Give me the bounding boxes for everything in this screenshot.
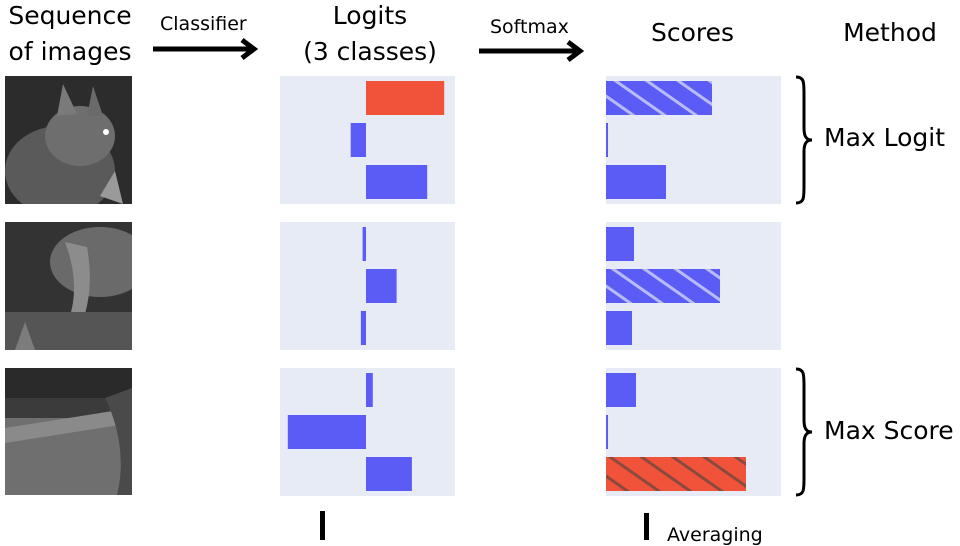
images-header-line1: Sequence	[8, 1, 132, 30]
method-header: Method	[843, 18, 937, 47]
frame-image-1	[5, 76, 132, 204]
logit-bar-class-3	[366, 457, 412, 491]
logit-bar-class-1	[362, 227, 366, 261]
frame-image-3	[5, 368, 132, 495]
softmax-arrow	[479, 40, 585, 62]
score-bar-class-1	[606, 81, 712, 115]
scores-chart-1	[606, 81, 712, 199]
logits-chart-1	[350, 81, 445, 199]
logit-bar-class-1	[366, 81, 445, 115]
classifier-label: Classifier	[160, 13, 247, 35]
logits-header-line2: (3 classes)	[303, 37, 437, 66]
scores-panel-1	[606, 76, 781, 204]
logits-chart-3	[287, 373, 412, 491]
score-bar-class-1	[606, 227, 634, 261]
max-logit-brace	[795, 75, 813, 205]
score-bar-class-3	[606, 457, 746, 491]
logits-header: Logits (3 classes)	[285, 0, 455, 70]
logits-chart-2	[360, 227, 397, 345]
score-bar-class-1	[606, 373, 636, 407]
images-header: Sequence of images	[0, 0, 140, 70]
logits-panel-1	[280, 76, 455, 204]
logit-bar-class-1	[366, 373, 373, 407]
score-bar-class-2	[606, 269, 720, 303]
logit-bar-class-3	[360, 311, 366, 345]
scores-chart-3	[606, 373, 746, 491]
scores-panel-2	[606, 222, 781, 350]
images-header-line2: of images	[8, 37, 132, 66]
score-bar-class-2	[606, 415, 608, 449]
scores-down-arrow-shaft	[644, 513, 649, 540]
averaging-label: Averaging	[667, 524, 763, 546]
logits-panel-2	[280, 222, 455, 350]
method-max-score: Max Score	[824, 416, 954, 445]
score-bar-class-3	[606, 311, 632, 345]
score-bar-class-3	[606, 165, 666, 199]
logit-bar-class-3	[366, 165, 428, 199]
scores-chart-2	[606, 227, 720, 345]
logits-down-arrow-shaft	[320, 511, 325, 540]
max-score-brace	[795, 367, 813, 497]
score-bar-class-2	[606, 123, 608, 157]
scores-panel-3	[606, 368, 781, 496]
logit-bar-class-2	[366, 269, 397, 303]
method-max-logit: Max Logit	[824, 123, 946, 152]
logits-header-line1: Logits	[332, 1, 408, 30]
logits-panel-3	[280, 368, 455, 496]
classifier-arrow	[153, 38, 259, 60]
scores-header: Scores	[650, 18, 735, 47]
frame-image-2	[5, 222, 132, 350]
logit-bar-class-2	[287, 415, 366, 449]
logit-bar-class-2	[350, 123, 366, 157]
softmax-label: Softmax	[490, 16, 569, 38]
